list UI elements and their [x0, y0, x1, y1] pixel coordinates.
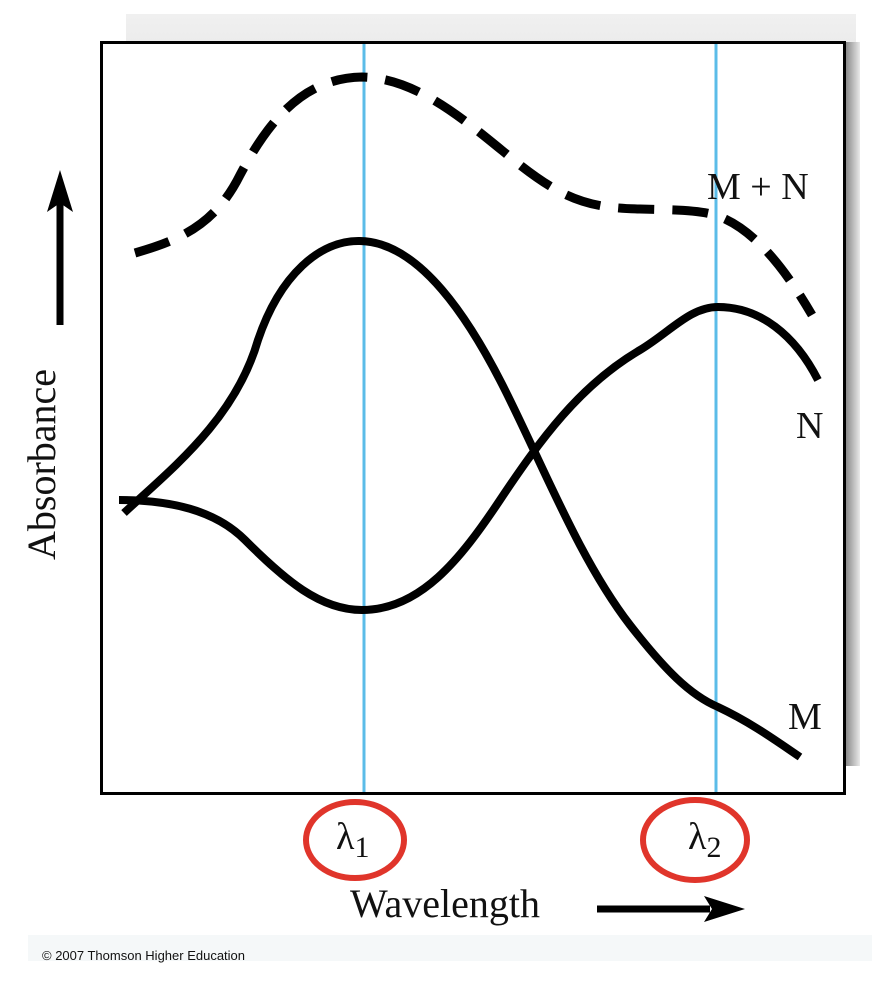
- curve-label-n: N: [796, 405, 824, 447]
- y-axis-label: Absorbance: [19, 368, 64, 560]
- y-axis-arrow-head-icon: [47, 170, 73, 212]
- lambda1-label: λ1: [336, 815, 369, 865]
- lambda1-subscript: 1: [354, 831, 370, 864]
- copyright-text: © 2007 Thomson Higher Education: [42, 948, 246, 963]
- footer-bar: [28, 935, 872, 961]
- plot-frame: [100, 41, 846, 795]
- curve-n: [118, 302, 822, 615]
- lambda2-highlight-circle: [640, 797, 750, 883]
- x-axis-arrow-head-icon: [704, 896, 745, 922]
- x-axis-label: Wavelength: [350, 881, 541, 926]
- curve-label-m-plus-n: M + N: [707, 166, 809, 208]
- frame-shadow-right: [846, 42, 860, 766]
- curve-label-m: M: [788, 696, 822, 738]
- lambda1-symbol: λ: [336, 816, 355, 858]
- lambda2-subscript: 2: [706, 831, 722, 864]
- lambda2-symbol: λ: [688, 816, 707, 858]
- curve-m: [121, 236, 803, 761]
- lambda1-highlight-circle: [303, 799, 407, 881]
- lambda2-label: λ2: [688, 815, 721, 865]
- curve-m-plus-n: [133, 72, 816, 318]
